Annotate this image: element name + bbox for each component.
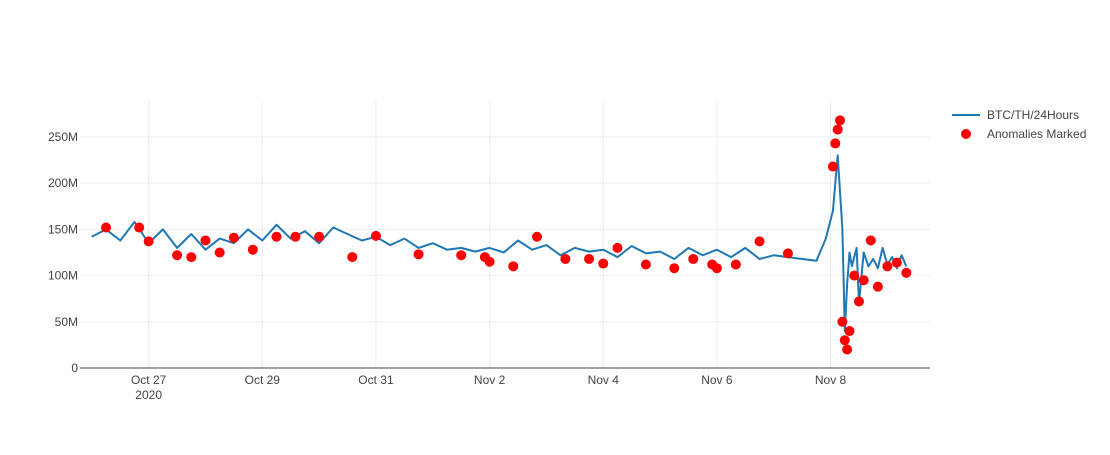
y-tick-label: 250M (48, 130, 78, 144)
anomaly-marker (584, 253, 595, 264)
anomaly-marker (186, 252, 197, 263)
anomaly-marker (508, 261, 519, 272)
x-tick-label: Nov 4 (588, 373, 620, 387)
anomaly-marker (901, 267, 912, 278)
x-tick-label: Oct 27 (131, 373, 167, 387)
anomaly-marker (835, 115, 846, 126)
anomaly-marker (347, 252, 358, 263)
anomaly-marker (370, 230, 381, 241)
anomaly-marker (143, 236, 154, 247)
anomaly-marker (484, 256, 495, 267)
plot-area (91, 115, 912, 355)
legend-label: Anomalies Marked (987, 127, 1086, 141)
legend-label: BTC/TH/24Hours (987, 108, 1079, 122)
anomaly-marker (101, 222, 112, 233)
anomaly-marker (688, 253, 699, 264)
anomaly-marker (842, 344, 853, 355)
legend-marker-swatch (961, 129, 971, 139)
x-tick-sublabel: 2020 (135, 388, 162, 402)
anomaly-marker (640, 259, 651, 270)
anomaly-marker (839, 335, 850, 346)
anomaly-marker (865, 235, 876, 246)
anomaly-marker (134, 222, 145, 233)
anomaly-marker (413, 249, 424, 260)
x-tick-label: Oct 31 (358, 373, 394, 387)
anomaly-marker (858, 275, 869, 286)
anomaly-marker (214, 247, 225, 258)
anomaly-marker (782, 248, 793, 259)
anomaly-marker (754, 236, 765, 247)
anomaly-marker (730, 259, 741, 270)
anomaly-marker (172, 250, 183, 261)
x-tick-label: Oct 29 (245, 373, 281, 387)
legend-item[interactable]: Anomalies Marked (961, 127, 1086, 141)
anomaly-marker (456, 250, 467, 261)
gridlines (80, 100, 930, 368)
anomaly-marker (891, 257, 902, 268)
y-tick-label: 150M (48, 222, 78, 236)
anomaly-marker (247, 244, 258, 255)
anomaly-marker (882, 261, 893, 272)
anomaly-marker (849, 270, 860, 281)
anomaly-marker (853, 296, 864, 307)
x-tick-label: Nov 8 (815, 373, 847, 387)
anomaly-marker (827, 161, 838, 172)
anomaly-marker (560, 253, 571, 264)
y-tick-label: 200M (48, 176, 78, 190)
anomaly-marker (832, 124, 843, 135)
anomaly-marker (314, 231, 325, 242)
anomaly-marker (598, 258, 609, 269)
anomaly-marker (612, 242, 623, 253)
anomaly-marker (669, 263, 680, 274)
anomaly-marker (531, 231, 542, 242)
y-tick-label: 50M (55, 315, 78, 329)
anomaly-marker (200, 235, 211, 246)
legend-item[interactable]: BTC/TH/24Hours (952, 108, 1079, 122)
x-tick-label: Nov 6 (701, 373, 733, 387)
y-tick-label: 0 (71, 361, 78, 375)
y-tick-label: 100M (48, 269, 78, 283)
anomaly-marker (271, 231, 282, 242)
anomaly-marker (872, 281, 883, 292)
legend[interactable]: BTC/TH/24Hours Anomalies Marked (952, 108, 1086, 141)
anomaly-marker (844, 326, 855, 337)
anomaly-marker (830, 138, 841, 149)
anomaly-marker (837, 316, 848, 327)
anomaly-marker (290, 231, 301, 242)
anomaly-marker (228, 232, 239, 243)
anomaly-marker (711, 263, 722, 274)
series-line-btc-th-24hours (91, 154, 908, 332)
x-tick-label: Nov 2 (474, 373, 506, 387)
